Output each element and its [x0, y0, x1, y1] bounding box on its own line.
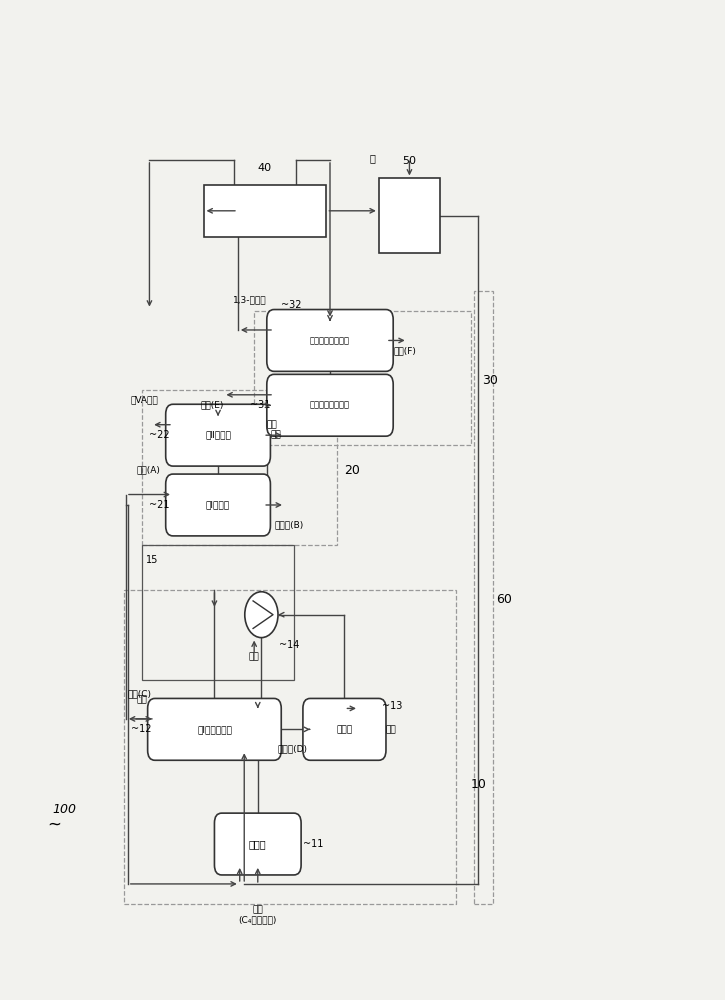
Bar — [142, 390, 337, 545]
Text: 残液: 残液 — [270, 431, 281, 440]
Text: 40: 40 — [258, 163, 272, 173]
Bar — [474, 291, 492, 904]
Text: 10: 10 — [471, 778, 486, 791]
Bar — [254, 311, 471, 445]
Text: ~32: ~32 — [281, 300, 302, 310]
Text: ~12: ~12 — [130, 724, 152, 734]
Text: 1,3-丁二烯: 1,3-丁二烯 — [233, 296, 267, 305]
Text: 蒸发塔: 蒸发塔 — [249, 839, 267, 849]
Bar — [204, 185, 326, 237]
Text: ~13: ~13 — [382, 701, 402, 711]
Text: ~22: ~22 — [149, 430, 170, 440]
Bar — [142, 545, 294, 680]
Text: 15: 15 — [146, 555, 158, 565]
Text: 原料
(C₄烃混合物): 原料 (C₄烃混合物) — [239, 905, 277, 924]
FancyBboxPatch shape — [166, 474, 270, 536]
Text: 第Ⅰ萃取蒸馏塔: 第Ⅰ萃取蒸馏塔 — [197, 725, 232, 734]
Text: 提取液(D): 提取液(D) — [278, 744, 307, 753]
Bar — [124, 590, 457, 904]
Text: 残液: 残液 — [386, 725, 397, 734]
Text: 溶剂: 溶剂 — [137, 695, 148, 704]
Text: 馏分(A): 馏分(A) — [137, 465, 161, 474]
Text: 汽提塔: 汽提塔 — [336, 725, 352, 734]
Text: 第Ⅰ蒸馏塔: 第Ⅰ蒸馏塔 — [206, 500, 230, 509]
Text: 萃取: 萃取 — [267, 421, 278, 430]
Text: 溶剂: 溶剂 — [249, 653, 260, 662]
Text: 30: 30 — [481, 374, 497, 387]
Bar — [378, 178, 440, 253]
FancyBboxPatch shape — [166, 404, 270, 466]
Text: 60: 60 — [496, 593, 512, 606]
Circle shape — [245, 592, 278, 638]
Text: 第Ⅱ蒸馏塔: 第Ⅱ蒸馏塔 — [205, 431, 231, 440]
Text: 馏分(F): 馏分(F) — [393, 346, 416, 355]
Text: 萃取蒸馏塔排出塔: 萃取蒸馏塔排出塔 — [310, 336, 350, 345]
Text: ~: ~ — [47, 815, 61, 833]
Text: 馏分(C): 馏分(C) — [128, 689, 152, 698]
Text: 馏分(E): 馏分(E) — [200, 401, 223, 410]
Text: 萃取蒸馏塔排出塔: 萃取蒸馏塔排出塔 — [310, 401, 350, 410]
Text: ~31: ~31 — [250, 400, 270, 410]
Text: 氢: 氢 — [369, 153, 375, 163]
FancyBboxPatch shape — [267, 374, 393, 436]
FancyBboxPatch shape — [148, 698, 281, 760]
Text: 高VA馏分: 高VA馏分 — [130, 395, 159, 404]
Text: ~14: ~14 — [279, 640, 300, 650]
Text: 50: 50 — [402, 156, 416, 166]
Text: 提取液(B): 提取液(B) — [274, 520, 303, 529]
Text: ~11: ~11 — [302, 839, 323, 849]
Text: 20: 20 — [344, 464, 360, 477]
FancyBboxPatch shape — [267, 310, 393, 371]
FancyBboxPatch shape — [303, 698, 386, 760]
FancyBboxPatch shape — [215, 813, 301, 875]
Text: ~21: ~21 — [149, 500, 170, 510]
Text: 100: 100 — [52, 803, 76, 816]
